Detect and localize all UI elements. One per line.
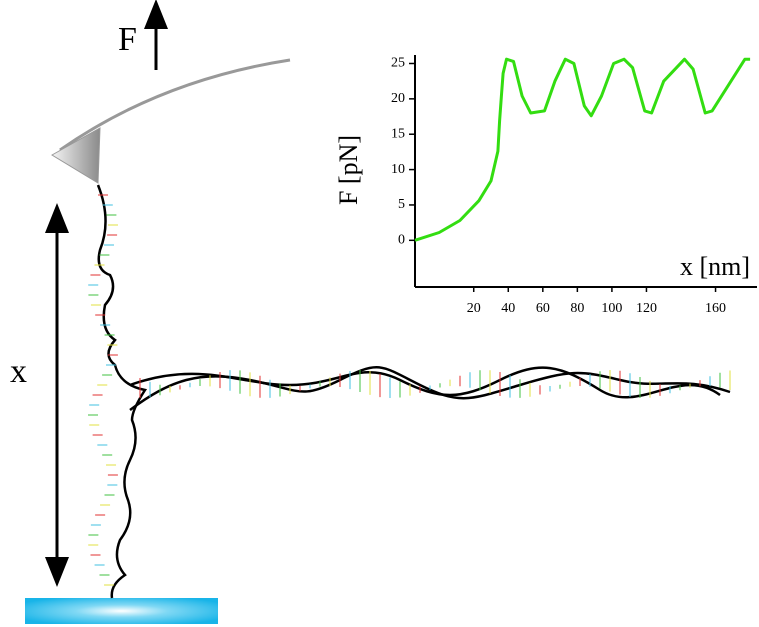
x-tick-label: 20 [467, 301, 481, 316]
x-axis-label: x [nm] [680, 252, 750, 281]
y-tick-label: 15 [391, 126, 405, 141]
y-tick-label: 10 [391, 162, 405, 177]
x-tick-label: 100 [601, 301, 622, 316]
x-tick-label: 80 [570, 301, 584, 316]
extension-label: x [10, 353, 27, 390]
cantilever [59, 58, 291, 152]
x-tick-label: 120 [636, 301, 657, 316]
x-tick-label: 60 [536, 301, 550, 316]
force-curve [414, 57, 751, 242]
force-label: F [118, 21, 137, 58]
y-tick-label: 20 [391, 91, 405, 106]
tip [51, 127, 101, 184]
x-tick-label: 40 [501, 301, 515, 316]
y-axis-label: F [pN] [334, 135, 363, 205]
y-tick-label: 25 [391, 56, 405, 71]
x-tick-label: 160 [705, 301, 726, 316]
y-tick-label: 0 [398, 233, 405, 248]
substrate [25, 598, 218, 624]
y-tick-label: 5 [398, 197, 405, 212]
base-pairs [88, 194, 731, 586]
